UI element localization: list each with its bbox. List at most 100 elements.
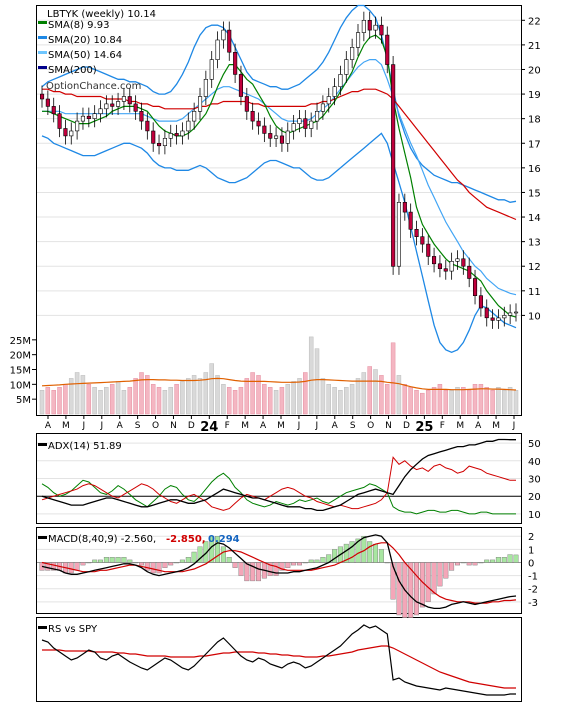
volume-bar bbox=[244, 378, 250, 415]
legend-label-sma8: SMA(8) 9.93 bbox=[48, 20, 109, 31]
candle-body bbox=[262, 125, 267, 134]
macd-histogram-bar bbox=[232, 562, 238, 568]
volume-bar bbox=[326, 384, 331, 415]
candle-body bbox=[350, 46, 355, 60]
candle-body bbox=[496, 317, 501, 321]
price-tick-label: 20 bbox=[528, 65, 541, 76]
volume-bar bbox=[390, 342, 396, 415]
candle-body bbox=[385, 34, 390, 65]
legend-swatch-sma200 bbox=[38, 66, 47, 69]
x-tick-label: M bbox=[492, 421, 500, 431]
macd-histogram-bar bbox=[507, 554, 513, 563]
x-tick-label: D bbox=[188, 421, 195, 431]
macd-histogram-bar bbox=[168, 562, 174, 566]
macd-tick-label: -2 bbox=[528, 585, 538, 596]
x-tick-label: J bbox=[297, 421, 301, 431]
candle-body bbox=[309, 120, 314, 129]
macd-histogram-bar bbox=[197, 546, 203, 563]
candle-body bbox=[180, 130, 185, 137]
x-tick-label: F bbox=[440, 421, 445, 431]
volume-bar bbox=[361, 372, 367, 415]
x-tick-label: M bbox=[62, 421, 70, 431]
macd-histogram-bar bbox=[302, 562, 308, 564]
x-tick-label: A bbox=[117, 421, 124, 431]
volume-bar bbox=[431, 387, 437, 415]
macd-histogram-bar bbox=[92, 559, 98, 563]
candle-body bbox=[478, 295, 484, 309]
macd-histogram-bar bbox=[349, 541, 355, 563]
macd-histogram-bar bbox=[109, 557, 115, 563]
volume-bar bbox=[162, 390, 168, 415]
volume-bar bbox=[221, 384, 226, 415]
x-tick-label: S bbox=[135, 421, 141, 431]
macd-histogram-bar bbox=[156, 562, 162, 574]
macd-histogram-bar bbox=[138, 562, 144, 566]
macd-histogram-bar bbox=[214, 536, 220, 563]
price-panel-frame bbox=[36, 5, 522, 416]
candle-body bbox=[279, 135, 285, 144]
volume-bar bbox=[156, 387, 162, 415]
candle-body bbox=[168, 133, 173, 139]
volume-bar bbox=[180, 381, 185, 415]
macd-histogram-bar bbox=[133, 562, 139, 564]
candle-body bbox=[303, 118, 308, 129]
legend-label-sma200: SMA(200) bbox=[48, 65, 97, 76]
candle-body bbox=[75, 120, 80, 132]
x-tick-label: S bbox=[350, 421, 356, 431]
macd-tick-label: 0 bbox=[528, 558, 534, 569]
candle-body bbox=[92, 113, 97, 119]
volume-bar bbox=[396, 375, 402, 415]
macd-histogram-bar bbox=[115, 557, 121, 563]
volume-bar bbox=[291, 381, 296, 415]
macd-y-axis: -3 -2 -1 0 1 2 bbox=[528, 532, 538, 609]
macd-histogram-bar bbox=[367, 541, 373, 563]
x-tick-label: A bbox=[475, 421, 482, 431]
price-tick-label: 18 bbox=[528, 115, 541, 126]
macd-histogram-bar bbox=[256, 562, 262, 582]
candle-body bbox=[314, 111, 320, 122]
macd-histogram-bar bbox=[396, 562, 402, 616]
adx-tick-label: 50 bbox=[528, 439, 541, 450]
volume-bar bbox=[425, 390, 431, 415]
macd-histogram-bar bbox=[74, 562, 80, 571]
candle-body bbox=[63, 128, 68, 137]
volume-bar bbox=[513, 390, 519, 415]
price-tick-label: 13 bbox=[528, 238, 541, 249]
volume-bar bbox=[250, 372, 255, 415]
candle-body bbox=[110, 103, 115, 107]
macd-histogram-bar bbox=[437, 562, 443, 587]
macd-histogram-bar bbox=[449, 562, 455, 571]
price-tick-label: 21 bbox=[528, 41, 541, 52]
adx-minus-di-line bbox=[41, 456, 516, 511]
candle-body bbox=[86, 115, 91, 119]
macd-histogram-bar bbox=[250, 562, 256, 582]
volume-bar bbox=[314, 348, 320, 415]
candle-body bbox=[396, 202, 402, 267]
macd-histogram-bar bbox=[127, 559, 133, 563]
candle-body bbox=[361, 19, 366, 33]
candle-body bbox=[472, 278, 478, 297]
x-tick-label: A bbox=[260, 421, 267, 431]
macd-histogram-bar bbox=[191, 551, 197, 563]
x-tick-label: A bbox=[45, 421, 52, 431]
rs-average-line bbox=[42, 645, 516, 689]
price-tick-label: 11 bbox=[528, 287, 541, 298]
macd-histogram-bar bbox=[285, 562, 291, 568]
volume-bar bbox=[256, 375, 261, 415]
legend-swatch-sma50 bbox=[38, 51, 47, 54]
legend-swatch-sma20 bbox=[38, 36, 47, 39]
candle-body bbox=[104, 103, 109, 110]
macd-histogram-bar bbox=[185, 557, 191, 563]
x-tick-label: J bbox=[82, 421, 86, 431]
price-y-axis: 10 11 12 13 14 15 16 17 18 19 20 21 22 bbox=[521, 16, 541, 322]
candle-body bbox=[233, 51, 238, 75]
rs-panel-frame bbox=[36, 617, 522, 702]
candle-body bbox=[420, 236, 425, 245]
macd-histogram-bar bbox=[408, 562, 414, 618]
x-tick-label: A bbox=[332, 421, 339, 431]
candle-body bbox=[139, 111, 144, 122]
volume-bar bbox=[303, 372, 308, 415]
macd-histogram-bar bbox=[203, 541, 209, 563]
macd-histogram-bar bbox=[226, 557, 232, 563]
volume-bar bbox=[215, 375, 220, 415]
